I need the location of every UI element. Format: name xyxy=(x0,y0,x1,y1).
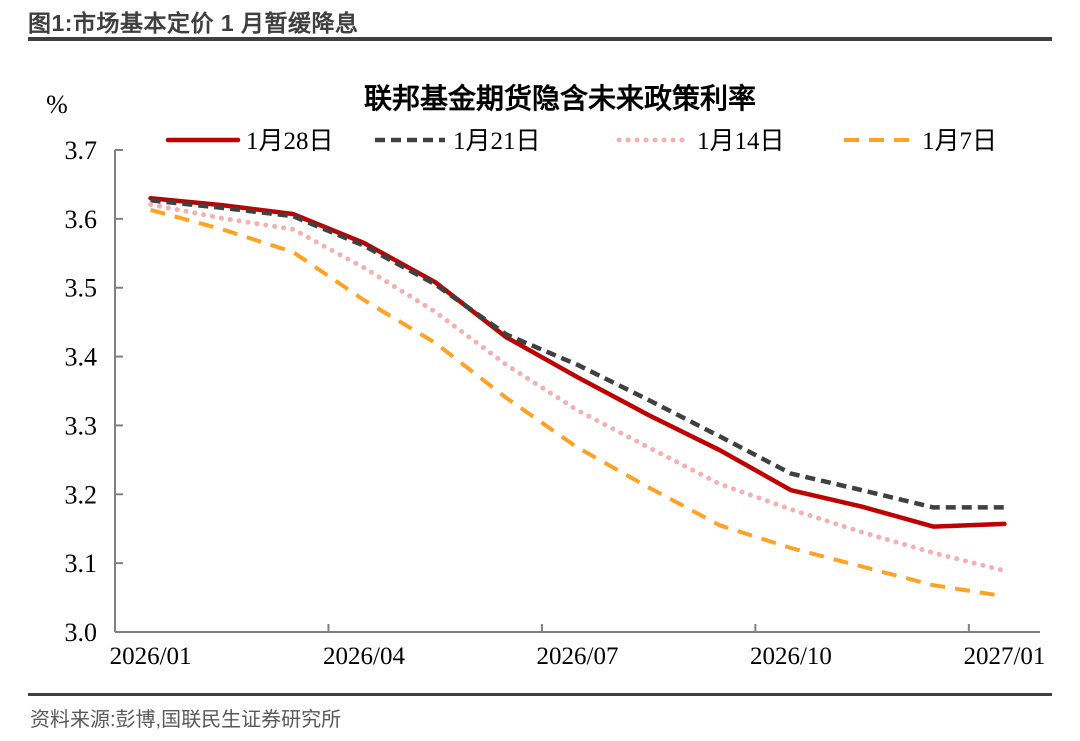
y-tick-label: 3.2 xyxy=(65,480,98,509)
y-tick-label: 3.0 xyxy=(65,618,98,647)
legend-label-4: 1月7日 xyxy=(922,128,997,155)
top-rule xyxy=(28,37,1052,41)
y-tick-label: 3.6 xyxy=(65,205,98,234)
y-tick-label: 3.5 xyxy=(65,274,98,303)
bottom-rule xyxy=(28,693,1052,696)
y-tick-label: 3.1 xyxy=(65,549,98,578)
y-tick-label: 3.3 xyxy=(65,411,98,440)
series-line-1 xyxy=(148,195,1007,529)
x-tick-label: 2027/01 xyxy=(963,643,1045,670)
chart-title: 联邦基金期货隐含未来政策利率 xyxy=(364,82,756,115)
x-tick-label: 2026/07 xyxy=(537,643,619,670)
legend-label-1: 1月28日 xyxy=(246,128,334,155)
source-note: 资料来源:彭博,国联民生证券研究所 xyxy=(30,709,342,731)
series-line-4 xyxy=(150,207,1005,599)
x-tick-label: 2026/01 xyxy=(110,643,192,670)
y-tick-label: 3.7 xyxy=(65,136,98,165)
legend-label-3: 1月14日 xyxy=(697,128,785,155)
x-tick-label: 2026/10 xyxy=(750,643,832,670)
y-tick-label: 3.4 xyxy=(65,343,98,372)
y-axis-unit: % xyxy=(46,90,68,119)
figure-title: 图1:市场基本定价 1 月暂缓降息 xyxy=(28,10,359,36)
legend-label-2: 1月21日 xyxy=(453,128,541,155)
x-tick-label: 2026/04 xyxy=(323,643,405,670)
series-line-3 xyxy=(148,201,1007,574)
series-line-2 xyxy=(150,198,1005,510)
